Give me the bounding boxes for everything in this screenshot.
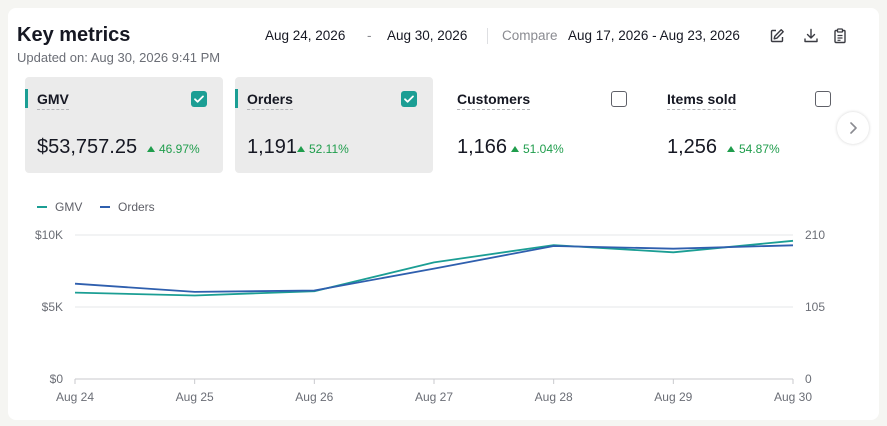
metric-label: GMV xyxy=(37,91,69,110)
x-tick-label: Aug 24 xyxy=(56,390,94,404)
metric-change: 46.97% xyxy=(147,142,200,156)
up-arrow-icon xyxy=(727,146,735,152)
next-metrics-chevron-right-icon[interactable] xyxy=(837,112,869,144)
legend-swatch xyxy=(100,206,110,208)
metric-tile-orders[interactable]: Orders 1,191 52.11% xyxy=(235,77,433,173)
start-date-picker[interactable]: Aug 24, 2026 xyxy=(265,28,346,43)
checkbox-checked-icon[interactable] xyxy=(401,91,417,107)
up-arrow-icon xyxy=(147,146,155,152)
metric-tile-gmv[interactable]: GMV $53,757.25 46.97% xyxy=(25,77,223,173)
y-left-tick-label: $5K xyxy=(42,300,63,314)
end-date-picker[interactable]: Aug 30, 2026 xyxy=(387,28,468,43)
legend-label: GMV xyxy=(55,200,83,214)
x-tick-label: Aug 29 xyxy=(654,390,692,404)
key-metrics-card xyxy=(8,8,879,420)
legend-label: Orders xyxy=(118,200,155,214)
metric-change: 54.87% xyxy=(727,142,780,156)
series-color-bar xyxy=(25,89,28,108)
y-right-tick-label: 0 xyxy=(805,372,812,386)
checkbox-unchecked[interactable] xyxy=(815,91,831,107)
up-arrow-icon xyxy=(297,146,305,152)
page-title: Key metrics xyxy=(17,24,131,46)
x-tick-label: Aug 30 xyxy=(774,390,812,404)
metric-change-value: 52.11% xyxy=(309,142,349,156)
legend-item-gmv[interactable]: GMV xyxy=(37,200,82,214)
metric-change-value: 46.97% xyxy=(159,142,200,156)
metric-tile-customers[interactable]: Customers 1,166 51.04% xyxy=(445,77,643,173)
up-arrow-icon xyxy=(511,146,519,152)
y-left-tick-label: $0 xyxy=(50,372,64,386)
metric-label: Customers xyxy=(457,91,531,110)
updated-timestamp: Updated on: Aug 30, 2026 9:41 PM xyxy=(17,50,221,65)
x-tick-label: Aug 28 xyxy=(535,390,573,404)
metric-value: 1,191 xyxy=(247,136,298,158)
metric-tile-items-sold[interactable]: Items sold 1,256 54.87% xyxy=(655,77,853,173)
metric-label: Items sold xyxy=(667,91,737,110)
x-tick-label: Aug 27 xyxy=(415,390,453,404)
legend-item-orders[interactable]: Orders xyxy=(100,200,155,214)
series-line-orders xyxy=(74,244,794,293)
series-color-bar xyxy=(235,89,238,108)
divider xyxy=(487,28,488,44)
x-tick-label: Aug 26 xyxy=(295,390,333,404)
metric-label: Orders xyxy=(247,91,293,110)
checkbox-checked-icon[interactable] xyxy=(191,91,207,107)
compare-label: Compare xyxy=(502,28,558,43)
y-right-tick-label: 105 xyxy=(805,300,825,314)
x-tick-label: Aug 25 xyxy=(176,390,214,404)
y-right-tick-label: 210 xyxy=(805,228,825,242)
date-range-separator: - xyxy=(367,28,372,43)
series-line-gmv xyxy=(74,239,794,297)
metric-change-value: 54.87% xyxy=(739,142,780,156)
metric-value: 1,166 xyxy=(457,136,508,158)
checkbox-unchecked[interactable] xyxy=(611,91,627,107)
y-left-tick-label: $10K xyxy=(35,228,63,242)
legend-swatch xyxy=(37,206,47,208)
metric-value: $53,757.25 xyxy=(37,136,138,158)
metric-change: 52.11% xyxy=(297,142,349,156)
clipboard-icon[interactable] xyxy=(831,27,849,45)
metric-change-value: 51.04% xyxy=(523,142,564,156)
edit-icon[interactable] xyxy=(768,27,786,45)
compare-range-picker[interactable]: Aug 17, 2026 - Aug 23, 2026 xyxy=(568,28,740,43)
metric-value: 1,256 xyxy=(667,136,718,158)
download-icon[interactable] xyxy=(802,27,820,45)
metric-change: 51.04% xyxy=(511,142,564,156)
